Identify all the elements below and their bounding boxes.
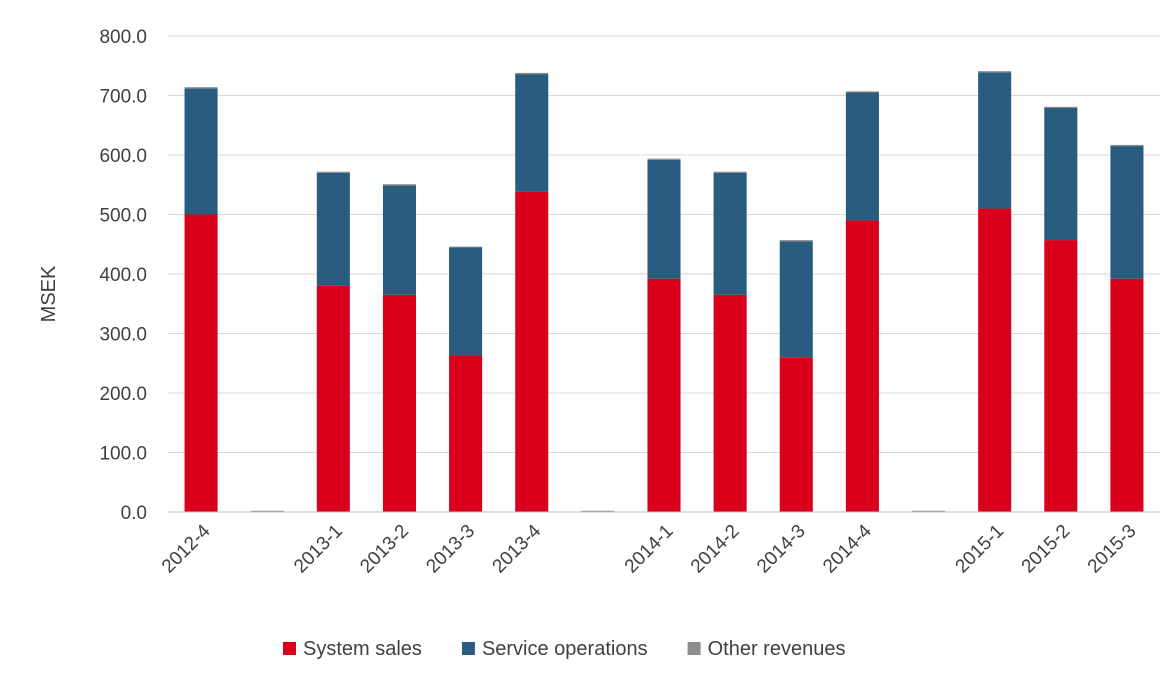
bar-segment bbox=[978, 72, 1012, 209]
bar-segment bbox=[978, 208, 1012, 513]
bar-segment bbox=[845, 92, 879, 221]
bar-segment bbox=[382, 184, 416, 186]
bar-segment bbox=[713, 171, 747, 173]
bar-segment bbox=[184, 87, 218, 89]
bar-segment bbox=[713, 172, 747, 295]
bar-segment bbox=[1110, 144, 1144, 147]
x-tick-label: 2013-4 bbox=[489, 520, 546, 577]
legend-label: System sales bbox=[303, 638, 422, 660]
legend-swatch bbox=[461, 642, 475, 655]
bar-segment bbox=[845, 220, 879, 512]
x-tick-label: 2014-1 bbox=[621, 521, 678, 578]
bar-segment bbox=[647, 278, 681, 512]
bar-segment bbox=[1110, 278, 1144, 512]
bar-segment bbox=[1044, 240, 1078, 512]
bar-segment bbox=[449, 246, 483, 248]
y-tick-label: 700.0 bbox=[99, 87, 147, 108]
bar-segment bbox=[912, 510, 946, 512]
bar-segment bbox=[779, 241, 813, 358]
bar-segment bbox=[779, 357, 813, 512]
bar-segment bbox=[382, 294, 416, 512]
bar-segment bbox=[647, 159, 681, 279]
legend: System sales Service operations Other reve… bbox=[283, 638, 845, 660]
bar-segment bbox=[978, 71, 1012, 73]
bar-segment bbox=[316, 285, 350, 512]
y-tick-label: 800.0 bbox=[99, 27, 147, 48]
bar-segment bbox=[1044, 107, 1078, 241]
y-axis-title: MSEK bbox=[38, 265, 60, 322]
bar-segment bbox=[316, 171, 350, 173]
bar-segment bbox=[1044, 106, 1078, 108]
y-tick-label: 100.0 bbox=[99, 444, 147, 465]
bar-segment bbox=[1110, 146, 1144, 279]
bar-segment bbox=[250, 510, 284, 512]
x-tick-label: 2013-1 bbox=[290, 521, 347, 578]
bar-segment bbox=[449, 355, 483, 512]
x-axis-ticks: 2012-4 2013-1 2013-2 2013-3 2013-4 2014-1 2014… bbox=[158, 520, 1141, 577]
y-tick-label: 0.0 bbox=[121, 503, 147, 524]
y-axis-ticks: 0.0 100.0 200.0 300.0 400.0 500.0 600.0 700.0 80… bbox=[99, 27, 147, 524]
bar-segment bbox=[184, 88, 218, 215]
bar-segment bbox=[382, 185, 416, 295]
bar-segment bbox=[316, 172, 350, 286]
x-tick-label: 2013-3 bbox=[422, 521, 479, 578]
y-tick-label: 500.0 bbox=[99, 206, 147, 227]
x-tick-label: 2015-1 bbox=[952, 521, 1009, 578]
bar-segment bbox=[779, 240, 813, 242]
legend-label: Other revenues bbox=[708, 638, 846, 660]
bar-segment bbox=[515, 72, 549, 75]
x-tick-label: 2015-3 bbox=[1084, 521, 1141, 578]
bar-segment bbox=[845, 91, 879, 93]
x-tick-label: 2014-2 bbox=[687, 521, 744, 578]
x-tick-label: 2014-4 bbox=[819, 520, 876, 577]
legend-swatch bbox=[283, 642, 296, 655]
x-tick-label: 2014-3 bbox=[753, 521, 810, 578]
x-tick-label: 2013-2 bbox=[356, 521, 413, 578]
bar-segment bbox=[713, 294, 747, 512]
bar-segment bbox=[515, 191, 549, 512]
bar-segment bbox=[581, 510, 615, 512]
legend-swatch bbox=[687, 642, 701, 655]
bar-segment bbox=[647, 158, 681, 160]
x-tick-label: 2015-2 bbox=[1018, 521, 1075, 578]
x-tick-label: 2012-4 bbox=[158, 520, 215, 577]
bar-segment bbox=[515, 74, 549, 192]
y-tick-label: 400.0 bbox=[99, 265, 147, 286]
y-tick-label: 300.0 bbox=[99, 325, 147, 346]
bar-segment bbox=[449, 247, 483, 356]
legend-label: Service operations bbox=[482, 638, 648, 660]
y-tick-label: 200.0 bbox=[99, 384, 147, 405]
bars bbox=[184, 71, 1144, 513]
y-tick-label: 600.0 bbox=[99, 146, 147, 167]
bar-segment bbox=[184, 214, 218, 512]
